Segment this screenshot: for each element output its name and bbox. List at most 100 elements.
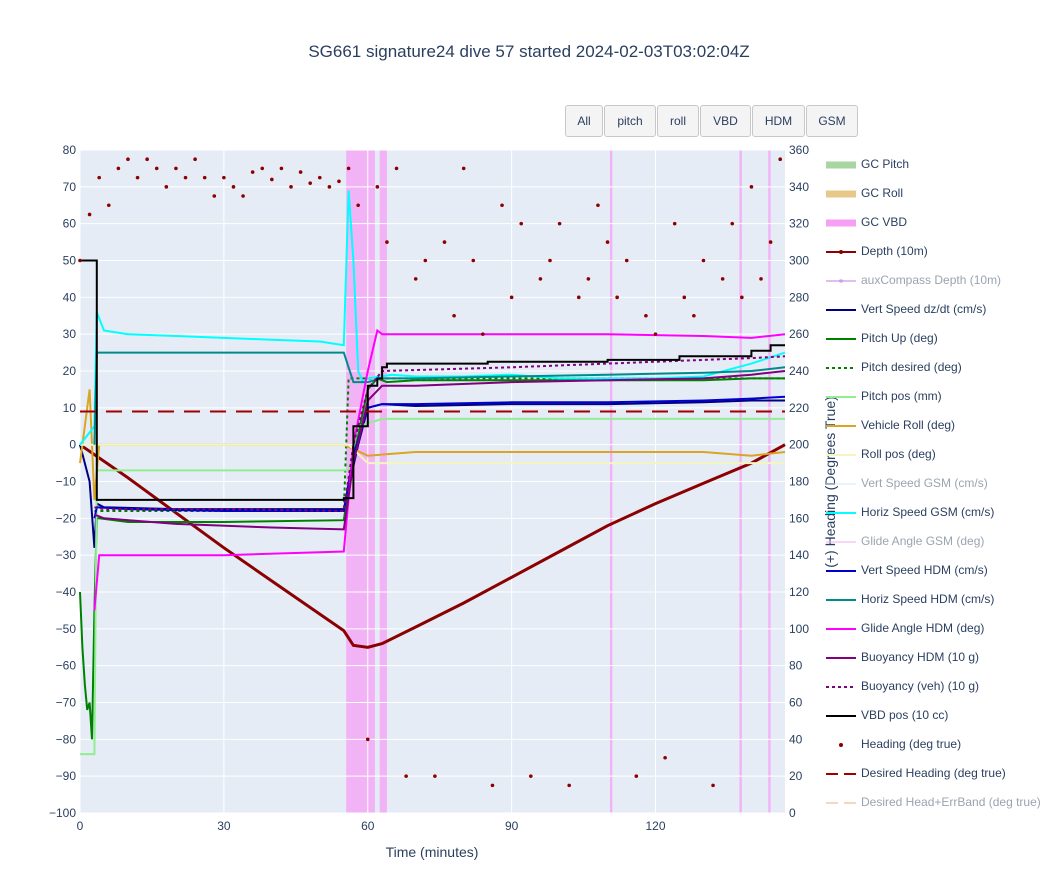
y2-tick-label: 140 xyxy=(789,548,809,562)
legend-item[interactable]: GC Pitch xyxy=(822,155,1058,175)
legend-swatch xyxy=(826,628,856,630)
legend-item[interactable]: VBD pos (10 cc) xyxy=(822,706,1058,726)
legend-item[interactable]: Pitch Up (deg) xyxy=(822,329,1058,349)
legend-item[interactable]: Depth (10m) xyxy=(822,242,1058,262)
legend-label: Depth (10m) xyxy=(861,244,928,258)
legend-item[interactable]: Vert Speed HDM (cm/s) xyxy=(822,561,1058,581)
heading-point xyxy=(701,258,706,263)
heading-point xyxy=(279,166,284,171)
legend-item[interactable]: Roll pos (deg) xyxy=(822,445,1058,465)
legend-swatch xyxy=(826,309,856,311)
legend-item[interactable]: Glide Angle HDM (deg) xyxy=(822,619,1058,639)
legend-label: Horiz Speed HDM (cm/s) xyxy=(861,592,995,606)
legend-item[interactable]: Vehicle Roll (deg) xyxy=(822,416,1058,436)
legend-item[interactable]: Heading (deg true) xyxy=(822,735,1058,755)
legend-item[interactable]: GC VBD xyxy=(822,213,1058,233)
heading-markers xyxy=(78,157,783,788)
heading-point xyxy=(97,175,101,180)
heading-point xyxy=(154,166,159,171)
legend-label: GC VBD xyxy=(861,215,908,229)
heading-point xyxy=(231,185,236,189)
heading-point xyxy=(682,295,687,300)
heading-point xyxy=(365,737,370,742)
heading-point xyxy=(433,774,437,778)
heading-point xyxy=(106,203,111,208)
legend-item[interactable]: Buoyancy (veh) (10 g) xyxy=(822,677,1058,697)
button-vbd[interactable]: VBD xyxy=(700,105,751,137)
legend-swatch xyxy=(826,338,856,340)
legend-swatch xyxy=(826,715,856,717)
heading-point xyxy=(356,203,360,208)
heading-point xyxy=(327,185,332,189)
legend-label: Pitch pos (mm) xyxy=(861,389,942,403)
legend-swatch xyxy=(826,686,856,688)
y2-axis-label: (+) Heading (Degrees True) xyxy=(822,396,838,568)
series-buoyancy-veh-10-g xyxy=(94,355,786,513)
button-gsm[interactable]: GSM xyxy=(806,105,858,137)
legend-item[interactable]: Desired Head+ErrBand (deg true) xyxy=(822,793,1058,813)
grid xyxy=(79,149,785,814)
legend-item[interactable]: Buoyancy HDM (10 g) xyxy=(822,648,1058,668)
y2-tick-label: 60 xyxy=(789,696,803,710)
legend-label: Vert Speed GSM (cm/s) xyxy=(861,476,988,490)
heading-point xyxy=(730,221,735,226)
legend-label: Vert Speed HDM (cm/s) xyxy=(861,563,988,577)
heading-point xyxy=(672,221,677,226)
heading-point xyxy=(145,157,149,162)
y-tick-label: 10 xyxy=(63,401,77,415)
legend-item[interactable]: Vert Speed dz/dt (cm/s) xyxy=(822,300,1058,320)
y-tick-label: −70 xyxy=(56,696,77,710)
heading-point xyxy=(749,185,754,189)
y2-tick-label: 280 xyxy=(789,290,809,304)
heading-point xyxy=(442,240,447,244)
legend-item[interactable]: GC Roll xyxy=(822,184,1058,204)
heading-point xyxy=(404,774,408,778)
legend-swatch xyxy=(826,802,856,804)
x-axis-label: Time (minutes) xyxy=(386,844,479,860)
legend-swatch xyxy=(826,483,856,485)
legend-label: Pitch Up (deg) xyxy=(861,331,938,345)
legend-label: Glide Angle GSM (deg) xyxy=(861,534,985,548)
y-tick-label: −60 xyxy=(56,659,77,673)
legend-label: Heading (deg true) xyxy=(861,737,962,751)
legend-item[interactable]: Pitch pos (mm) xyxy=(822,387,1058,407)
heading-point xyxy=(116,166,121,171)
series-vbd-pos-10-cc xyxy=(80,259,785,501)
heading-point xyxy=(375,185,380,189)
button-pitch[interactable]: pitch xyxy=(604,105,656,137)
x-tick-label: 60 xyxy=(361,819,375,833)
series-buoyancy-hdm-10-g xyxy=(94,370,786,531)
series-pitch-pos-mm xyxy=(80,417,785,756)
legend-label: Glide Angle HDM (deg) xyxy=(861,621,985,635)
legend-item[interactable]: Vert Speed GSM (cm/s) xyxy=(822,474,1058,494)
legend-label: Pitch desired (deg) xyxy=(861,360,962,374)
series-glide-angle-hdm-deg xyxy=(93,328,786,611)
legend-item[interactable]: Horiz Speed HDM (cm/s) xyxy=(822,590,1058,610)
legend-item[interactable]: Glide Angle GSM (deg) xyxy=(822,532,1058,552)
heading-point xyxy=(461,166,466,171)
y2-tick-label: 160 xyxy=(789,511,809,525)
legend-label: Roll pos (deg) xyxy=(861,447,936,461)
legend-swatch xyxy=(826,250,856,254)
y2-tick-label: 180 xyxy=(789,475,809,489)
legend-swatch xyxy=(826,541,856,543)
y2-tick-label: 200 xyxy=(789,438,809,452)
y2-tick-label: 300 xyxy=(789,254,809,268)
y-tick-label: 30 xyxy=(63,327,77,341)
button-hdm[interactable]: HDM xyxy=(752,105,805,137)
legend-item[interactable]: auxCompass Depth (10m) xyxy=(822,271,1058,291)
x-tick-label: 120 xyxy=(645,819,665,833)
y-tick-label: 60 xyxy=(63,217,77,231)
heading-point xyxy=(692,313,696,318)
heading-point xyxy=(260,166,265,171)
legend-item[interactable]: Pitch desired (deg) xyxy=(822,358,1058,378)
legend-item[interactable]: Desired Heading (deg true) xyxy=(822,764,1058,784)
button-all[interactable]: All xyxy=(565,105,603,137)
y2-tick-label: 100 xyxy=(789,622,809,636)
heading-point xyxy=(481,332,485,336)
heading-point xyxy=(337,179,341,184)
button-roll[interactable]: roll xyxy=(657,105,699,137)
series-pitch-desired-deg xyxy=(94,377,785,512)
legend-item[interactable]: Horiz Speed GSM (cm/s) xyxy=(822,503,1058,523)
y-tick-label: −10 xyxy=(56,475,77,489)
